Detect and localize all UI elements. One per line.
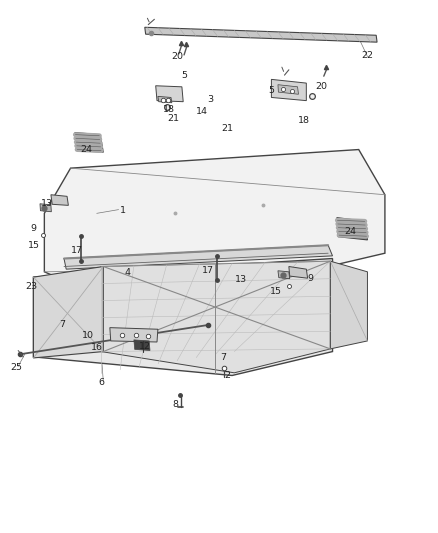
Polygon shape	[337, 217, 367, 240]
Text: 17: 17	[202, 266, 214, 275]
Polygon shape	[33, 259, 332, 375]
Polygon shape	[272, 79, 306, 101]
Text: 14: 14	[195, 107, 208, 116]
Polygon shape	[51, 195, 68, 205]
Text: 12: 12	[139, 342, 151, 351]
Text: 13: 13	[235, 275, 247, 284]
Polygon shape	[101, 261, 330, 373]
Text: 17: 17	[71, 246, 83, 255]
Polygon shape	[278, 85, 298, 94]
Polygon shape	[40, 204, 51, 212]
Text: 1: 1	[120, 206, 126, 215]
Text: 3: 3	[207, 94, 213, 103]
Text: 23: 23	[25, 282, 37, 291]
Polygon shape	[278, 271, 290, 279]
Text: 6: 6	[98, 378, 104, 387]
Polygon shape	[33, 266, 103, 358]
Text: 25: 25	[10, 363, 22, 372]
Text: 21: 21	[222, 124, 234, 133]
Polygon shape	[289, 266, 307, 278]
Polygon shape	[134, 340, 150, 351]
Polygon shape	[155, 86, 183, 102]
Text: 21: 21	[167, 114, 179, 123]
Text: 9: 9	[30, 224, 36, 233]
Text: 22: 22	[361, 51, 374, 60]
Text: 15: 15	[28, 241, 39, 250]
Text: 18: 18	[163, 105, 175, 114]
Polygon shape	[158, 96, 172, 103]
Polygon shape	[64, 245, 332, 269]
Text: 16: 16	[91, 343, 103, 352]
Polygon shape	[145, 27, 377, 42]
Text: 5: 5	[181, 70, 187, 79]
Text: 5: 5	[268, 85, 274, 94]
Text: 7: 7	[220, 353, 226, 362]
Text: 9: 9	[307, 273, 314, 282]
Polygon shape	[330, 261, 367, 349]
Text: 15: 15	[270, 287, 282, 296]
Text: 24: 24	[80, 145, 92, 154]
Polygon shape	[110, 328, 158, 342]
Text: 7: 7	[59, 320, 65, 329]
Polygon shape	[44, 150, 385, 285]
Text: 10: 10	[82, 331, 94, 340]
Text: 2: 2	[225, 371, 231, 380]
Text: 4: 4	[124, 269, 131, 277]
Text: 24: 24	[344, 228, 356, 237]
Text: 13: 13	[40, 199, 53, 208]
Text: 20: 20	[316, 82, 328, 91]
Text: 8: 8	[172, 400, 178, 409]
Polygon shape	[75, 133, 103, 152]
Text: 20: 20	[172, 52, 184, 61]
Text: 18: 18	[298, 116, 310, 125]
